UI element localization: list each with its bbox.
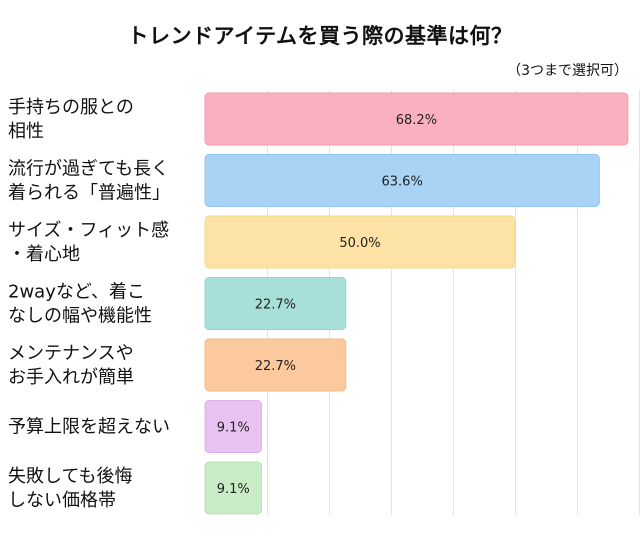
category-label-5: 予算上限を超えない (8, 417, 170, 438)
bars: 68.2% 63.6% 50.0% 22.7% 22.7% 9.1% 9.1% (204, 92, 629, 515)
bar-0 (204, 92, 629, 146)
category-label-4: メンテナンスやお手入れが簡単 (8, 343, 134, 388)
bar-5 (204, 400, 262, 453)
chart-title: トレンドアイテムを買う際の基準は何？ (127, 24, 513, 48)
chart-subtitle: （3つまで選択可） (507, 63, 628, 79)
bar-6 (204, 461, 262, 515)
category-label-3: 2wayなど、着こなしの幅や機能性 (8, 282, 152, 327)
bar-2 (204, 215, 516, 269)
category-label-1: 流行が過ぎても長く着られる「普遍性」 (8, 159, 170, 204)
bar-value-label-5: 9.1% (217, 421, 250, 436)
bar-value-label-1: 63.6% (382, 175, 423, 190)
bar-1 (204, 154, 600, 207)
category-label-0: 手持ちの服との相性 (8, 97, 134, 142)
category-label-2: サイズ・フィット感・着心地 (8, 220, 169, 265)
bar-value-label-0: 68.2% (396, 113, 437, 128)
bar-value-label-3: 22.7% (255, 298, 296, 313)
category-labels: 手持ちの服との相性流行が過ぎても長く着られる「普遍性」サイズ・フィット感・着心地… (8, 97, 170, 511)
bar-value-label-2: 50.0% (339, 236, 380, 251)
bar-value-label-6: 9.1% (217, 482, 250, 497)
bar-value-label-4: 22.7% (255, 359, 296, 374)
bar-3 (204, 277, 347, 330)
bar-4 (204, 338, 347, 392)
category-label-6: 失敗しても後悔しない価格帯 (8, 466, 133, 511)
